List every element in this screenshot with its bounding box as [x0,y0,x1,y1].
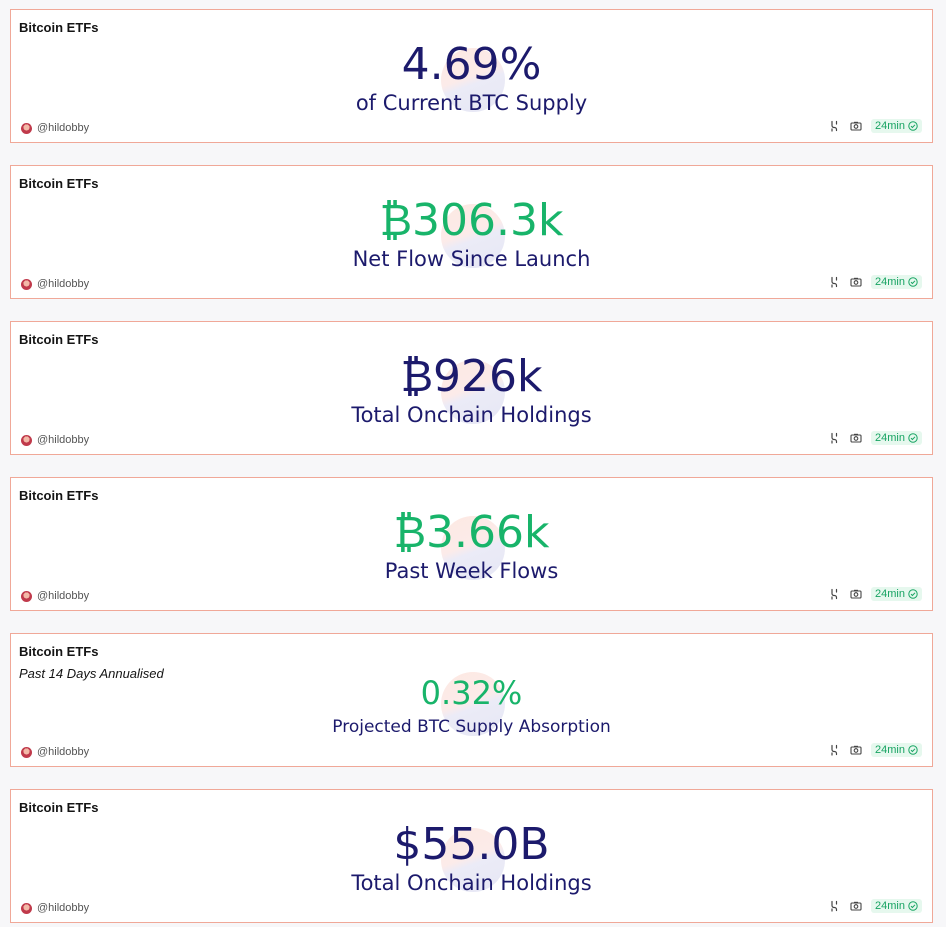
metric-label: Projected BTC Supply Absorption [332,717,611,737]
camera-icon[interactable] [849,587,863,601]
freshness-badge: 24min [871,743,922,757]
card-title: Bitcoin ETFs [19,176,99,191]
camera-icon[interactable] [849,119,863,133]
freshness-text: 24min [875,900,905,912]
card-subtitle: Past 14 Days Annualised [19,666,164,681]
check-circle-icon [908,433,918,443]
freshness-text: 24min [875,744,905,756]
metric-value: 4.69% [401,39,542,90]
camera-icon[interactable] [849,431,863,445]
author-name: @hildobby [37,590,90,602]
metric-label: Past Week Flows [384,559,559,583]
fork-icon[interactable] [827,275,841,289]
author-link[interactable]: @hildobby [21,122,89,134]
metric-label: Total Onchain Holdings [351,403,592,427]
freshness-text: 24min [875,276,905,288]
avatar [21,902,32,914]
metric-label: Net Flow Since Launch [352,247,591,271]
author-link[interactable]: @hildobby [21,278,89,290]
freshness-badge: 24min [871,899,922,913]
watermark-logo [441,204,505,268]
author-link[interactable]: @hildobby [21,902,89,914]
avatar [21,434,32,446]
freshness-text: 24min [875,588,905,600]
freshness-text: 24min [875,120,905,132]
metric-value: ₿306.3k [379,195,564,246]
freshness-badge: 24min [871,587,922,601]
check-circle-icon [908,589,918,599]
avatar [21,278,32,290]
card-title: Bitcoin ETFs [19,488,99,503]
card-title: Bitcoin ETFs [19,644,99,659]
counter-card: Bitcoin ETFs ₿306.3k Net Flow Since Laun… [10,165,933,299]
fork-icon[interactable] [827,431,841,445]
freshness-badge: 24min [871,431,922,445]
avatar [21,746,32,758]
card-title: Bitcoin ETFs [19,20,99,35]
author-link[interactable]: @hildobby [21,434,89,446]
counter-card: Bitcoin ETFs ₿3.66k Past Week Flows @hil… [10,477,933,611]
author-name: @hildobby [37,434,90,446]
camera-icon[interactable] [849,275,863,289]
card-title: Bitcoin ETFs [19,332,99,347]
metric-value: $55.0B [393,819,550,870]
author-name: @hildobby [37,746,90,758]
camera-icon[interactable] [849,743,863,757]
watermark-logo [441,360,505,424]
author-name: @hildobby [37,902,90,914]
counter-card: Bitcoin ETFs 4.69% of Current BTC Supply… [10,9,933,143]
watermark-logo [441,48,505,112]
watermark-logo [441,672,505,736]
watermark-logo [441,516,505,580]
counter-card: Bitcoin ETFs $55.0B Total Onchain Holdin… [10,789,933,923]
avatar [21,590,32,602]
author-name: @hildobby [37,278,90,290]
metric-value: 0.32% [420,674,523,712]
check-circle-icon [908,277,918,287]
counter-card: Bitcoin ETFs Past 14 Days Annualised 0.3… [10,633,933,767]
fork-icon[interactable] [827,743,841,757]
camera-icon[interactable] [849,899,863,913]
author-name: @hildobby [37,122,90,134]
metric-value: ₿926k [400,351,543,402]
check-circle-icon [908,901,918,911]
metric-value: ₿3.66k [393,507,550,558]
freshness-text: 24min [875,432,905,444]
author-link[interactable]: @hildobby [21,590,89,602]
freshness-badge: 24min [871,275,922,289]
watermark-logo [441,828,505,892]
fork-icon[interactable] [827,899,841,913]
check-circle-icon [908,121,918,131]
author-link[interactable]: @hildobby [21,746,89,758]
avatar [21,122,32,134]
counter-card: Bitcoin ETFs ₿926k Total Onchain Holding… [10,321,933,455]
metric-label: Total Onchain Holdings [351,871,592,895]
freshness-badge: 24min [871,119,922,133]
check-circle-icon [908,745,918,755]
fork-icon[interactable] [827,587,841,601]
fork-icon[interactable] [827,119,841,133]
card-title: Bitcoin ETFs [19,800,99,815]
metric-label: of Current BTC Supply [355,91,588,115]
